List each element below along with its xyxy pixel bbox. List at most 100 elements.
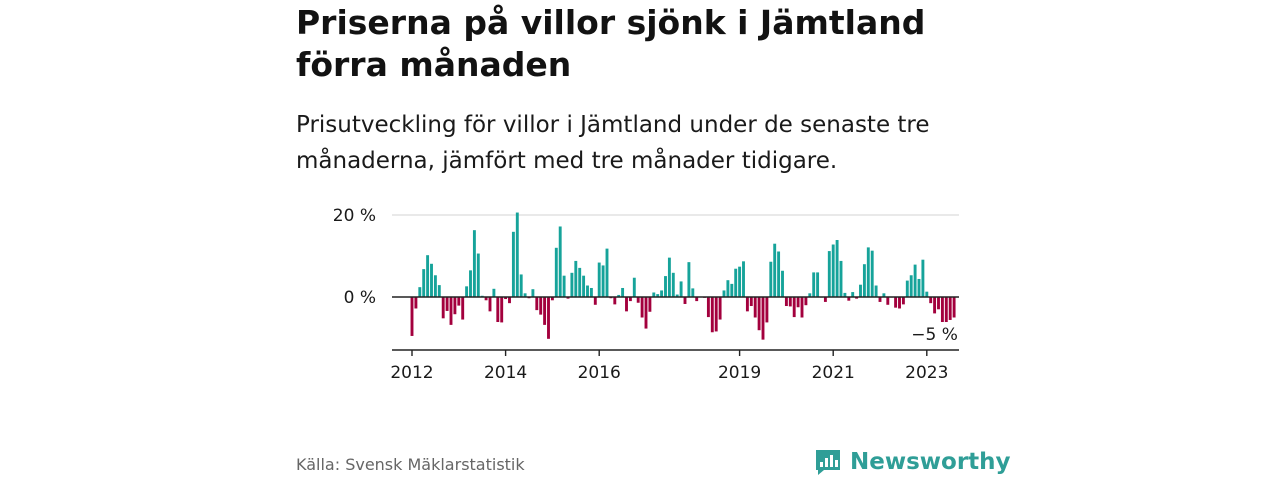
bar [948, 297, 952, 320]
bar [730, 283, 734, 297]
bar [593, 297, 597, 305]
bar [784, 297, 788, 307]
bar [484, 297, 488, 301]
bar [913, 264, 917, 297]
bar [531, 289, 535, 297]
bar [944, 297, 948, 323]
bar [664, 276, 667, 297]
bar [476, 253, 480, 297]
bar [745, 297, 749, 312]
bar [952, 297, 956, 318]
bar [781, 270, 784, 297]
bar [554, 247, 558, 297]
bar [886, 297, 890, 305]
chart-subtitle: Prisutveckling för villor i Jämtland und… [296, 112, 930, 174]
bar [866, 247, 870, 297]
bar [601, 265, 605, 297]
bar [414, 297, 418, 309]
bar [937, 297, 940, 310]
bar [613, 297, 617, 305]
bar [726, 280, 730, 297]
bar [469, 270, 472, 297]
bar [862, 264, 866, 297]
bar [562, 275, 566, 297]
bar [511, 231, 515, 297]
y-tick-label: 0 % [344, 288, 376, 308]
x-tick-label: 2019 [718, 363, 761, 383]
bar [859, 284, 862, 297]
bar [765, 297, 769, 323]
bar [644, 297, 648, 329]
bar [433, 275, 437, 297]
bar [847, 297, 851, 301]
bar [855, 297, 859, 299]
bar [933, 297, 937, 314]
bar [472, 230, 476, 297]
bar [835, 240, 839, 297]
bar [718, 297, 722, 320]
bar [706, 297, 710, 318]
source-note: Källa: Svensk Mäklarstatistik [296, 455, 525, 474]
newsworthy-logo-icon [816, 450, 840, 475]
bar [808, 293, 812, 297]
bar [656, 294, 660, 297]
bar [823, 297, 827, 302]
bar [597, 262, 601, 297]
bar [617, 294, 621, 297]
bar [894, 297, 898, 308]
bar [734, 268, 738, 297]
bar [523, 293, 527, 297]
bar [621, 287, 625, 297]
bar [504, 297, 508, 300]
bar [496, 297, 500, 323]
bar [547, 297, 550, 339]
bar [874, 285, 878, 297]
chart-title: Priserna på villor sjönk i Jämtland förr… [296, 3, 926, 84]
x-tick-label: 2023 [905, 363, 948, 383]
bar [589, 287, 593, 297]
bar [749, 297, 753, 307]
bar [461, 297, 465, 320]
bar [570, 272, 574, 297]
bar [827, 251, 831, 297]
bar [628, 297, 632, 302]
bar [722, 290, 726, 297]
bar [648, 297, 652, 312]
bar [515, 212, 519, 297]
bar [909, 275, 913, 297]
bar [426, 255, 430, 297]
bar [508, 297, 511, 304]
bar [566, 297, 570, 299]
bar [929, 297, 933, 304]
bar [492, 288, 496, 297]
bar [640, 297, 644, 318]
x-tick-label: 2016 [578, 363, 621, 383]
bar [804, 297, 808, 306]
bar [437, 285, 441, 297]
bar [667, 257, 671, 297]
y-tick-label: 20 % [333, 206, 376, 226]
bar [558, 226, 562, 297]
bar [445, 297, 449, 311]
bar [550, 297, 554, 301]
bar [695, 297, 699, 302]
x-tick-label: 2012 [390, 363, 433, 383]
bar [773, 243, 777, 297]
bar [761, 297, 765, 340]
bar [812, 272, 816, 297]
bar [430, 263, 433, 297]
bar [543, 297, 547, 325]
brand-logo: Newsworthy [814, 444, 1011, 480]
bar [788, 297, 792, 307]
bar [796, 297, 800, 308]
bar [839, 260, 843, 297]
bar [625, 297, 628, 312]
bar [465, 286, 469, 297]
bar [679, 281, 683, 297]
bar [449, 297, 453, 325]
brand-name: Newsworthy [850, 449, 1011, 475]
bar [921, 259, 925, 297]
bar [519, 274, 523, 297]
bar [660, 290, 664, 297]
bar-chart: 0 % 20 % 2012 2014 2016 2019 2021 2023 −5 % [333, 206, 959, 383]
